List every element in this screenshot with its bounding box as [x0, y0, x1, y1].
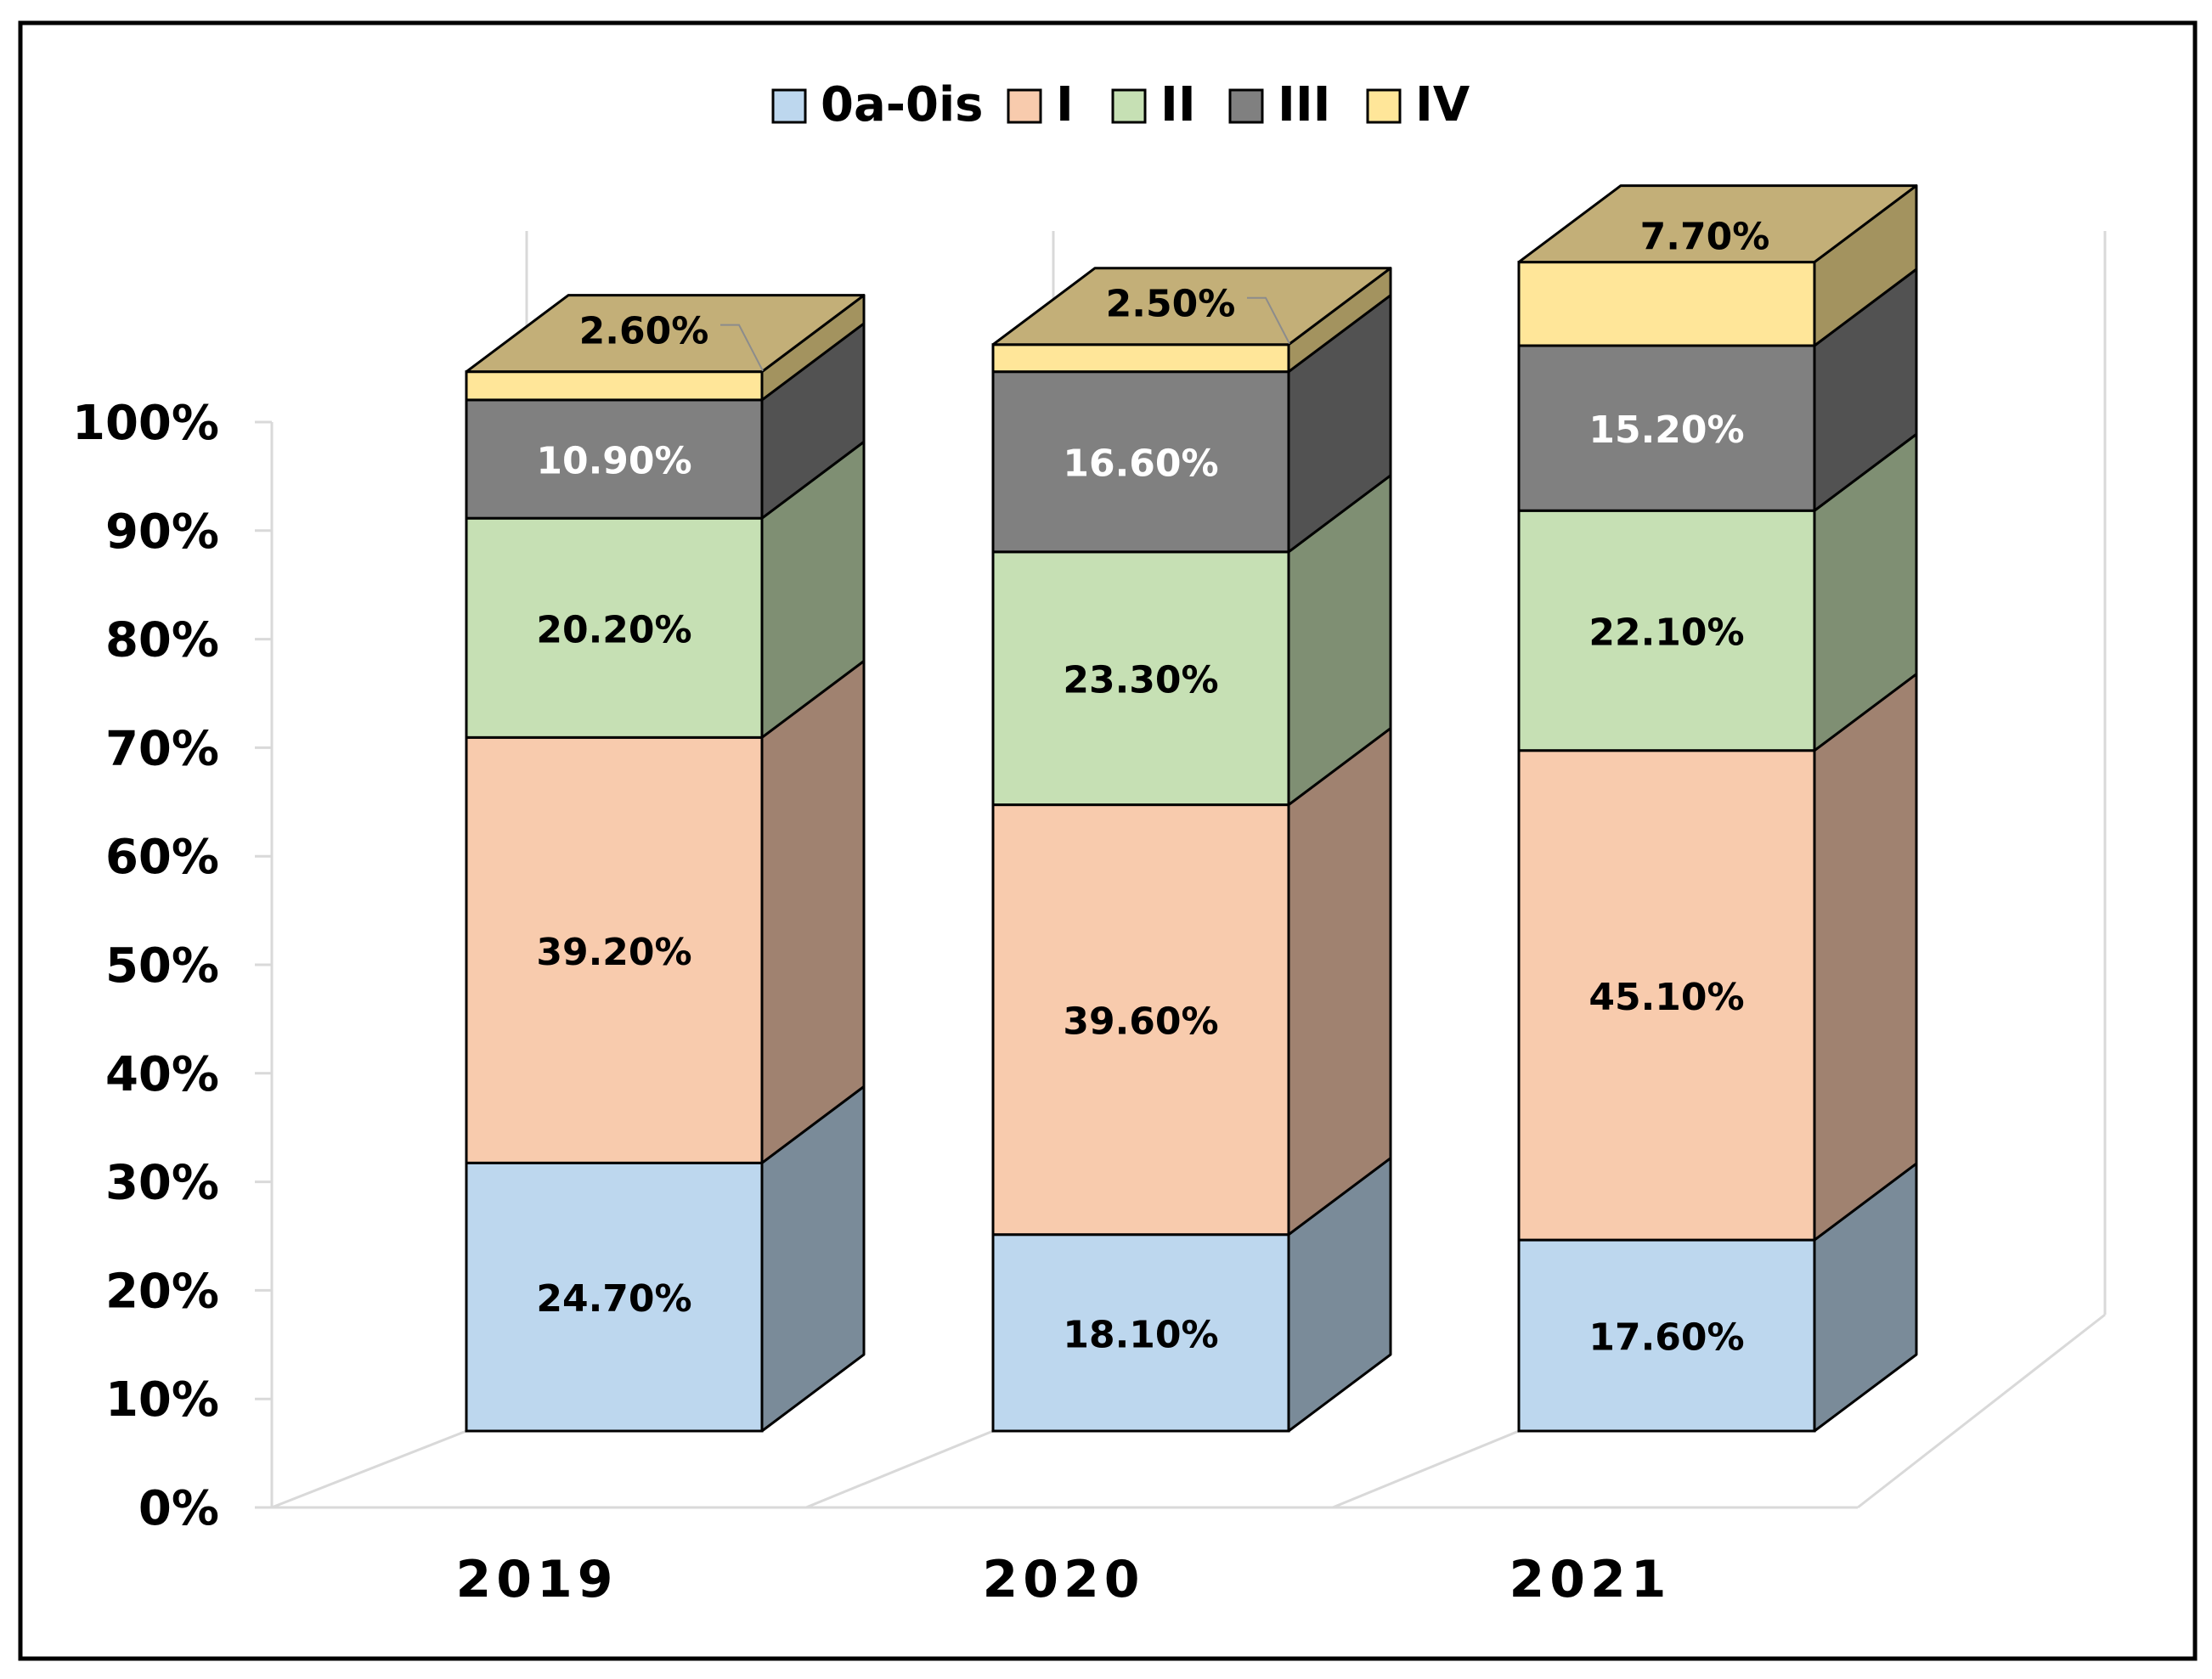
- bar-segment-2021-iii: [1517, 344, 1816, 512]
- legend-item-i: I: [1007, 77, 1074, 132]
- floor-depth-line: [271, 1429, 467, 1509]
- bar-segment-2020-iv: [991, 343, 1290, 374]
- legend-label: I: [1056, 77, 1074, 132]
- legend-label: III: [1278, 77, 1331, 132]
- legend-swatch: [1007, 88, 1042, 124]
- data-label-2019-iii: 10.90%: [536, 440, 691, 483]
- bar-segment-2021-iv: [1517, 261, 1816, 347]
- bar-segment-2019-iv: [465, 370, 764, 402]
- data-label-2020-i: 39.60%: [1063, 1000, 1218, 1044]
- data-label-2019-i: 39.20%: [536, 931, 691, 974]
- legend-swatch: [1111, 88, 1147, 124]
- y-tick-label: 20%: [105, 1264, 219, 1319]
- bar-segment-2021-i: [1517, 749, 1816, 1242]
- data-label-2020-0a-0is: 18.10%: [1063, 1313, 1218, 1356]
- bar-segment-2021-ii: [1517, 509, 1816, 752]
- y-tick-label: 0%: [138, 1481, 219, 1536]
- floor-depth-line: [1332, 1429, 1520, 1509]
- data-label-2021-ii: 22.10%: [1588, 611, 1744, 654]
- bar-top-face-2020: [991, 267, 1392, 347]
- data-label-2019-ii: 20.20%: [536, 608, 691, 651]
- legend: 0a-0is I II III IV: [771, 77, 1470, 132]
- legend-swatch: [771, 88, 807, 124]
- x-tick-label: 2021: [1509, 1550, 1672, 1609]
- x-tick-label: 2020: [983, 1550, 1145, 1609]
- leader-line: [720, 324, 764, 372]
- bar-segment-2020-0a-0is: [991, 1233, 1290, 1433]
- legend-swatch: [1366, 88, 1402, 124]
- floor-depth-line: [1857, 1313, 2106, 1509]
- legend-label: IV: [1415, 77, 1470, 132]
- bars: 24.70% 39.20% 20.20% 10.90% 2.60% 18.10% 39.60…: [465, 184, 1918, 1433]
- y-tick-label: 70%: [105, 721, 219, 776]
- y-tick-label: 90%: [105, 504, 219, 560]
- floor-depth-line: [805, 1429, 994, 1509]
- y-tick-label: 30%: [105, 1156, 219, 1211]
- legend-label: 0a-0is: [821, 77, 984, 132]
- bar-segment-2019-i: [465, 735, 764, 1164]
- legend-item-iv: IV: [1366, 77, 1470, 132]
- x-tick-label: 2019: [456, 1550, 618, 1609]
- bar-top-face-2021: [1517, 184, 1918, 264]
- y-tick-label: 10%: [105, 1372, 219, 1428]
- legend-item-iii: III: [1228, 77, 1331, 132]
- bar-segment-2020-ii: [991, 550, 1290, 807]
- data-label-2020-iii: 16.60%: [1063, 442, 1218, 486]
- y-axis-tick-labels: 0% 10% 20% 30% 40% 50% 60% 70% 80% 90% 100%: [72, 396, 219, 1536]
- data-label-2021-i: 45.10%: [1588, 976, 1744, 1019]
- bar-2020: 18.10% 39.60% 23.30% 16.60% 2.50%: [991, 267, 1392, 1433]
- bar-2019: 24.70% 39.20% 20.20% 10.90% 2.60%: [465, 294, 866, 1433]
- x-axis-tick-labels: 2019 2020 2021: [456, 1550, 1672, 1609]
- bar-segment-2019-ii: [465, 516, 764, 739]
- bar-segment-2019-0a-0is: [465, 1161, 764, 1433]
- data-label-2020-ii: 23.30%: [1063, 659, 1218, 702]
- data-label-2020-iv: 2.50%: [1106, 283, 1236, 326]
- data-label-2019-0a-0is: 24.70%: [536, 1277, 691, 1321]
- y-tick-label: 50%: [105, 938, 219, 994]
- y-tick-label: 80%: [105, 613, 219, 668]
- bar-segment-2020-i-side: [1287, 727, 1392, 1237]
- bar-segment-2021-i-side: [1813, 673, 1918, 1242]
- data-label-2021-iv: 7.70%: [1640, 216, 1770, 259]
- data-label-2021-0a-0is: 17.60%: [1588, 1316, 1744, 1360]
- legend-item-0a-0is: 0a-0is: [771, 77, 984, 132]
- data-label-2019-iv: 2.60%: [579, 310, 709, 353]
- bar-segment-2020-iii: [991, 370, 1290, 554]
- bar-top-face-2019: [465, 294, 866, 374]
- legend-item-ii: II: [1111, 77, 1196, 132]
- y-tick-label: 40%: [105, 1047, 219, 1102]
- y-tick-label: 100%: [72, 396, 219, 451]
- legend-swatch: [1228, 88, 1264, 124]
- bar-segment-2020-i: [991, 803, 1290, 1237]
- leader-line: [1247, 296, 1290, 345]
- bar-2021: 17.60% 45.10% 22.10% 15.20% 7.70%: [1517, 184, 1918, 1433]
- y-tick-label: 60%: [105, 830, 219, 885]
- legend-label: II: [1160, 77, 1196, 132]
- bar-segment-2019-i-side: [760, 659, 866, 1164]
- data-label-2021-iii: 15.20%: [1588, 408, 1744, 452]
- bar-segment-2019-iii: [465, 398, 764, 520]
